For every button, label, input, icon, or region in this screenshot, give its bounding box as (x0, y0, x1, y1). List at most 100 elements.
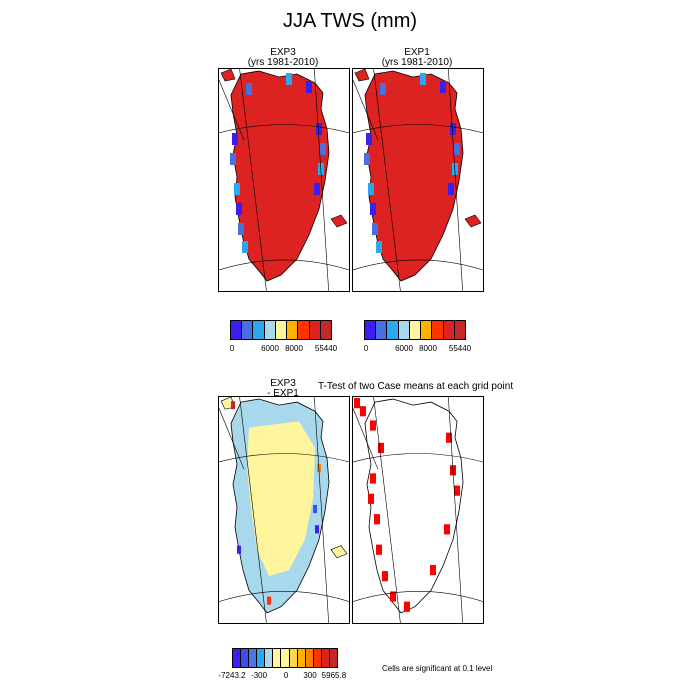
coastal-cell (232, 133, 238, 145)
panel-title-exp3: EXP3 (yrs 1981-2010) (218, 48, 348, 68)
diff-cell (231, 401, 235, 410)
significant-cell (370, 420, 376, 431)
colorbar-swatch (265, 649, 274, 667)
latitude-line (353, 591, 483, 602)
graticule (219, 69, 349, 291)
significance-note: Cells are significant at 0.1 level (382, 664, 493, 673)
colorbar-swatch (253, 321, 265, 339)
map-exp3 (218, 68, 350, 292)
colorbar-swatch (242, 321, 254, 339)
significant-cell (430, 564, 436, 576)
colorbar-swatch (289, 649, 298, 667)
colorbar-label: 55440 (314, 344, 338, 353)
colorbar-swatch (249, 649, 258, 667)
latitude-line (353, 259, 483, 271)
diff-cell (237, 545, 241, 554)
significant-cell (374, 514, 380, 525)
coastal-cell (238, 223, 244, 235)
colorbar-exp3 (230, 320, 332, 340)
colorbar-swatch (376, 321, 388, 339)
colorbar-swatch (421, 321, 433, 339)
coastal-cell (448, 183, 454, 195)
diff-cell (315, 525, 319, 534)
panel-name: EXP1 (404, 47, 430, 58)
colorbar-swatch (281, 649, 290, 667)
colorbar-swatch (273, 649, 282, 667)
island-shape (464, 214, 482, 228)
island-shape (330, 545, 348, 559)
colorbar-swatch (432, 321, 444, 339)
colorbar-swatch (264, 321, 276, 339)
colorbar-swatch (454, 321, 465, 339)
significant-cell (382, 571, 388, 582)
coastal-cell (306, 81, 312, 93)
longitude-line (353, 79, 379, 141)
latitude-line (219, 259, 349, 271)
island-shape (220, 69, 236, 82)
coastal-cell (376, 241, 382, 253)
map-ttest-svg (353, 397, 483, 623)
longitude-line (239, 397, 267, 623)
colorbar-swatch (241, 649, 250, 667)
colorbar-label: 8000 (285, 344, 303, 353)
latitude-line (219, 453, 349, 463)
longitude-line (448, 397, 463, 623)
colorbar-swatch (443, 321, 455, 339)
colorbar-swatch (365, 321, 377, 339)
colorbar-swatch (409, 321, 422, 339)
diff-cell (267, 596, 271, 605)
longitude-line (373, 69, 401, 291)
significant-cell (454, 485, 460, 496)
colorbar-diff-labels: -7243.2 -300 0 300 5965.8 (218, 671, 346, 683)
map-diff-svg (219, 397, 349, 623)
graticule (353, 397, 483, 623)
coastal-cell (380, 83, 386, 95)
latitude-line (219, 591, 349, 602)
map-exp1 (352, 68, 484, 292)
panel-subtitle: (yrs 1981-2010) (247, 57, 319, 68)
longitude-line (353, 408, 379, 470)
coastal-cell (230, 153, 236, 165)
diff-cell (313, 504, 317, 514)
panel-name: EXP3 (270, 378, 296, 389)
colorbar-label: 6000 (261, 344, 279, 353)
longitude-line (314, 69, 329, 291)
colorbar-swatch (231, 321, 243, 339)
landmass (220, 397, 348, 614)
colorbar-label: 0 (283, 671, 289, 680)
coastal-cell (450, 123, 456, 135)
colorbar-swatch (233, 649, 242, 667)
colorbar-swatch (287, 321, 299, 339)
coastal-cell (370, 203, 376, 215)
coastal-cell (242, 241, 248, 253)
graticule (219, 397, 349, 623)
latitude-line (353, 453, 483, 463)
panel-subtitle: (yrs 1981-2010) (381, 57, 453, 68)
colorbar-exp1 (364, 320, 466, 340)
colorbar-swatch (313, 649, 322, 667)
coastal-cell (364, 153, 370, 165)
colorbar-diff (232, 648, 338, 668)
island-shape (354, 69, 370, 82)
longitude-line (373, 397, 401, 623)
coastal-cell (440, 81, 446, 93)
significant-cell (376, 544, 382, 555)
significant-cell (446, 432, 452, 443)
greenland-shape (364, 398, 464, 614)
coastal-cell (234, 183, 240, 195)
coastal-cell (236, 203, 242, 215)
colorbar-exp3-labels: 0 6000 8000 55440 (230, 344, 337, 356)
coastal-cell (372, 223, 378, 235)
coastal-cell (316, 123, 322, 135)
interior-zone (247, 421, 315, 577)
significant-cell (390, 591, 396, 602)
colorbar-swatch (398, 321, 410, 339)
map-ttest (352, 396, 484, 624)
landmass (220, 69, 348, 282)
colorbar-label: -300 (251, 671, 268, 680)
landmass (354, 69, 482, 282)
colorbar-label: -7243.2 (218, 671, 246, 680)
longitude-line (239, 69, 267, 291)
longitude-line (314, 397, 329, 623)
coastal-cell (320, 143, 326, 155)
